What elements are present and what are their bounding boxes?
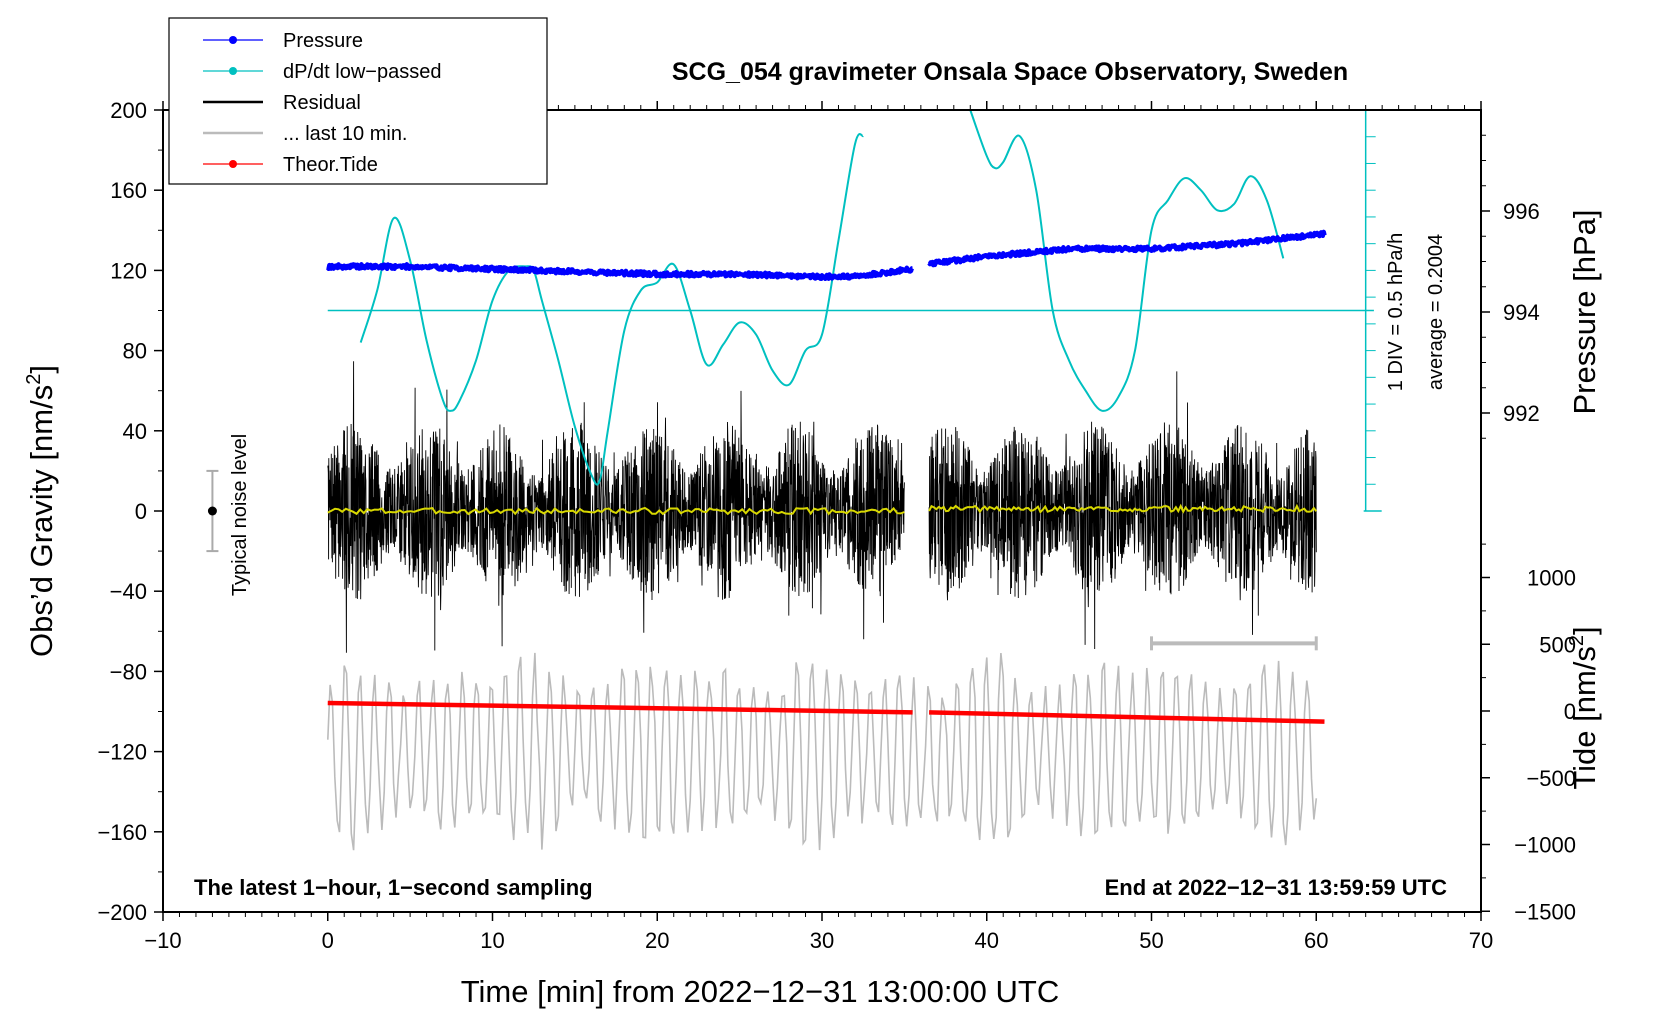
annotation-bottom-right: End at 2022−12−31 13:59:59 UTC [1105,875,1448,900]
average-label: average = 0.2004 [1425,234,1447,390]
y-axis-title-tide-close: ] [1567,626,1602,635]
tide-tick-label: −1000 [1514,833,1576,858]
last-10-min-line [327,652,1318,851]
y-axis-title-tide: Tide [nm/s2] [1566,626,1602,789]
legend: Pressure dP/dt low−passed Residual ... last… [168,17,548,185]
noise-level-point [207,506,217,516]
x-tick-label: 30 [810,928,834,953]
y-left-tick-label: −120 [97,740,147,765]
y-axis-title-left-main: Obs’d Gravity [nm/s [24,385,59,657]
pressure-line [927,229,1327,268]
residual-smoothed-line [928,503,1318,514]
residual-smoothed-line [327,506,905,516]
pressure-tick-label: 996 [1503,199,1540,224]
x-tick-label: 60 [1304,928,1328,953]
residual-line [928,371,1317,650]
series-last-10-min [327,652,1318,851]
series-pressure [325,229,1327,282]
y-left-tick-label: 80 [123,339,147,364]
pressure-tick-label: 994 [1503,300,1540,325]
plot-content [206,109,1382,851]
y-axis-title-left: Obs’d Gravity [nm/s2] [23,365,59,657]
x-tick-label: 40 [975,928,999,953]
tide-tick-label: −500 [1526,766,1576,791]
tide-tick-label: 0 [1564,699,1576,724]
y-axis-title-left-exp: 2 [23,374,45,385]
legend-marker [229,160,237,168]
y-axis-title-left-close: ] [24,365,59,374]
y-left-tick-label: −40 [110,579,147,604]
y-left-tick-label: 0 [135,499,147,524]
legend-marker [229,36,237,44]
y-axis-title-tide-exp: 2 [1566,635,1588,646]
y-axis-title-pressure: Pressure [hPa] [1567,209,1602,414]
noise-level-label: Typical noise level [229,434,251,596]
y-left-tick-label: −80 [110,659,147,684]
x-tick-label: 50 [1139,928,1163,953]
legend-label: Residual [283,92,361,114]
y-left-tick-label: 120 [110,258,147,283]
x-tick-label: −10 [144,928,181,953]
series-dpdt [327,109,1382,512]
dpdt-line [359,133,865,486]
legend-label: Pressure [283,30,363,52]
residual-line [327,361,905,653]
y-left-tick-label: 40 [123,419,147,444]
series-theoretical-tide [327,700,1325,724]
legend-label: Theor.Tide [283,154,378,176]
tide-line [327,700,913,715]
y-left-tick-label: −160 [97,820,147,845]
legend-marker [229,67,237,75]
pressure-line [325,262,915,282]
y-axis-title-tide-main: Tide [nm/s [1567,646,1602,790]
x-tick-label: 10 [480,928,504,953]
axes: −10 0 10 20 30 40 50 60 70 200 160 120 80 40 0 −40 −80 −1… [97,98,1576,953]
series-residual-smoothed [327,503,1318,516]
tide-line [929,710,1325,724]
x-tick-label: 20 [645,928,669,953]
y-left-tick-label: 200 [110,98,147,123]
series-residual [327,361,1317,653]
tide-tick-label: 500 [1539,632,1576,657]
x-axis-title: Time [min] from 2022−12−31 13:00:00 UTC [461,974,1060,1009]
x-tick-label: 70 [1469,928,1493,953]
y-left-tick-label: 160 [110,178,147,203]
pressure-tick-label: 992 [1503,401,1540,426]
legend-label: dP/dt low−passed [283,61,441,83]
legend-entries: Pressure dP/dt low−passed Residual ... last… [203,30,441,176]
chart-title: SCG_054 gravimeter Onsala Space Observat… [672,58,1348,86]
legend-label: ... last 10 min. [283,123,408,145]
tide-tick-label: −1500 [1514,899,1576,924]
dpdt-line [969,109,1285,412]
x-tick-label: 0 [322,928,334,953]
y-left-tick-label: −200 [97,900,147,925]
tide-tick-label: 1000 [1527,566,1576,591]
scale-bar-label: 1 DIV = 0.5 hPa/h [1385,233,1407,391]
annotation-bottom-left: The latest 1−hour, 1−second sampling [194,875,593,900]
